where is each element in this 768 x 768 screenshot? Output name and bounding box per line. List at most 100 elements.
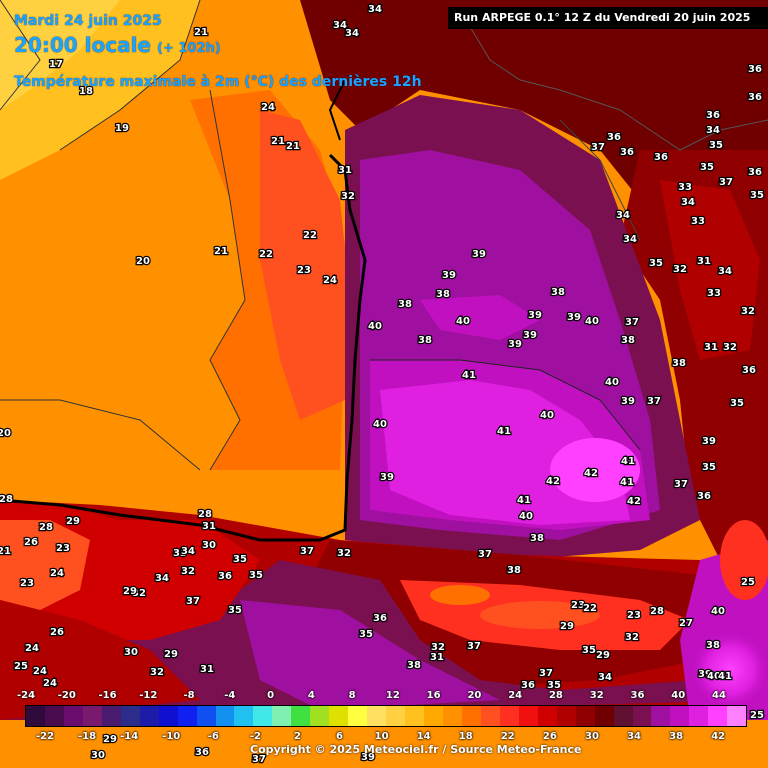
legend-swatch — [708, 706, 728, 726]
legend-tick-label: 20 — [467, 690, 482, 701]
temperature-value: 24 — [25, 643, 39, 654]
temperature-value: 25 — [750, 710, 764, 721]
temperature-value: 32 — [741, 306, 755, 317]
temperature-value: 34 — [181, 546, 195, 557]
local-time: 20:00 locale — [14, 33, 151, 57]
temperature-value: 37 — [539, 668, 553, 679]
temperature-value: 38 — [672, 358, 686, 369]
temperature-value: 23 — [56, 543, 70, 554]
temperature-value: 39 — [523, 330, 537, 341]
legend-tick-label: -4 — [224, 690, 236, 701]
temperature-value: 31 — [202, 521, 216, 532]
temperature-value: 32 — [150, 667, 164, 678]
temperature-value: 28 — [0, 494, 13, 505]
legend-tick-label: 42 — [711, 731, 726, 742]
temperature-value: 31 — [200, 664, 214, 675]
temperature-value: 33 — [691, 216, 705, 227]
temperature-value: 39 — [472, 249, 486, 260]
color-legend — [25, 705, 747, 727]
temperature-value: 39 — [528, 310, 542, 321]
temperature-value: 36 — [697, 491, 711, 502]
temperature-value: 34 — [368, 4, 382, 15]
temperature-value: 19 — [115, 123, 129, 134]
temperature-value: 24 — [261, 102, 275, 113]
legend-swatch — [272, 706, 292, 726]
temperature-value: 37 — [252, 754, 266, 765]
legend-tick-label: -18 — [78, 731, 97, 742]
legend-tick-label: 2 — [293, 731, 301, 742]
legend-swatch — [537, 706, 557, 726]
temperature-value: 31 — [338, 165, 352, 176]
temperature-value: 35 — [750, 190, 764, 201]
temperature-value: 41 — [621, 456, 635, 467]
temperature-value: 34 — [345, 28, 359, 39]
temperature-value: 37 — [467, 641, 481, 652]
legend-swatch — [632, 706, 652, 726]
legend-tick-label: -10 — [162, 731, 181, 742]
temperature-value: 37 — [591, 142, 605, 153]
legend-tick-label: 40 — [671, 690, 686, 701]
temperature-value: 36 — [748, 92, 762, 103]
temperature-value: 40 — [456, 316, 470, 327]
temperature-value: 35 — [700, 162, 714, 173]
temperature-value: 39 — [361, 752, 375, 763]
temperature-value: 20 — [0, 428, 11, 439]
temperature-value: 41 — [620, 477, 634, 488]
temperature-value: 34 — [155, 573, 169, 584]
temperature-value: 36 — [195, 747, 209, 758]
temperature-value: 24 — [323, 275, 337, 286]
temperature-value: 21 — [286, 141, 300, 152]
temperature-value: 35 — [702, 462, 716, 473]
temperature-value: 36 — [521, 680, 535, 691]
temperature-value: 41 — [718, 671, 732, 682]
legend-tick-label: -2 — [249, 731, 261, 742]
temperature-value: 34 — [623, 234, 637, 245]
temperature-value: 36 — [218, 571, 232, 582]
legend-swatch — [575, 706, 595, 726]
temperature-value: 39 — [380, 472, 394, 483]
temperature-value: 38 — [621, 335, 635, 346]
temperature-value: 38 — [551, 287, 565, 298]
temperature-value: 23 — [297, 265, 311, 276]
legend-swatch — [215, 706, 235, 726]
country-border — [459, 9, 768, 151]
legend-swatch — [101, 706, 121, 726]
temperature-value: 38 — [418, 335, 432, 346]
temperature-value: 36 — [742, 365, 756, 376]
temperature-value: 41 — [462, 370, 476, 381]
temperature-value: 42 — [627, 496, 641, 507]
temperature-value: 40 — [540, 410, 554, 421]
temperature-value: 37 — [674, 479, 688, 490]
legend-swatch — [556, 706, 576, 726]
temperature-value: 23 — [571, 600, 585, 611]
temperature-value: 28 — [39, 522, 53, 533]
temperature-value: 23 — [20, 578, 34, 589]
temperature-value: 36 — [654, 152, 668, 163]
legend-swatch — [63, 706, 83, 726]
temperature-value: 26 — [50, 627, 64, 638]
temperature-value: 36 — [748, 64, 762, 75]
temperature-value: 32 — [673, 264, 687, 275]
temperature-value: 32 — [337, 548, 351, 559]
legend-swatch — [291, 706, 311, 726]
legend-swatch — [518, 706, 538, 726]
temperature-value: 25 — [14, 661, 28, 672]
legend-swatch — [594, 706, 614, 726]
temperature-value: 34 — [333, 20, 347, 31]
temperature-value: 39 — [567, 312, 581, 323]
temperature-value: 28 — [198, 509, 212, 520]
temperature-value: 40 — [368, 321, 382, 332]
temperature-value: 30 — [202, 540, 216, 551]
legend-tick-label: 44 — [712, 690, 726, 701]
temperature-value: 40 — [711, 606, 725, 617]
legend-swatch — [158, 706, 178, 726]
legend-swatch — [44, 706, 64, 726]
legend-tick-label: 6 — [336, 731, 343, 742]
temperature-value: 42 — [546, 476, 560, 487]
field-title: Température maximale à 2m (°C) des derni… — [14, 74, 422, 90]
legend-swatch — [727, 706, 747, 726]
temperature-value: 29 — [103, 734, 117, 745]
temperature-value: 17 — [49, 59, 63, 70]
temperature-value: 32 — [723, 342, 737, 353]
temperature-value: 41 — [517, 495, 531, 506]
